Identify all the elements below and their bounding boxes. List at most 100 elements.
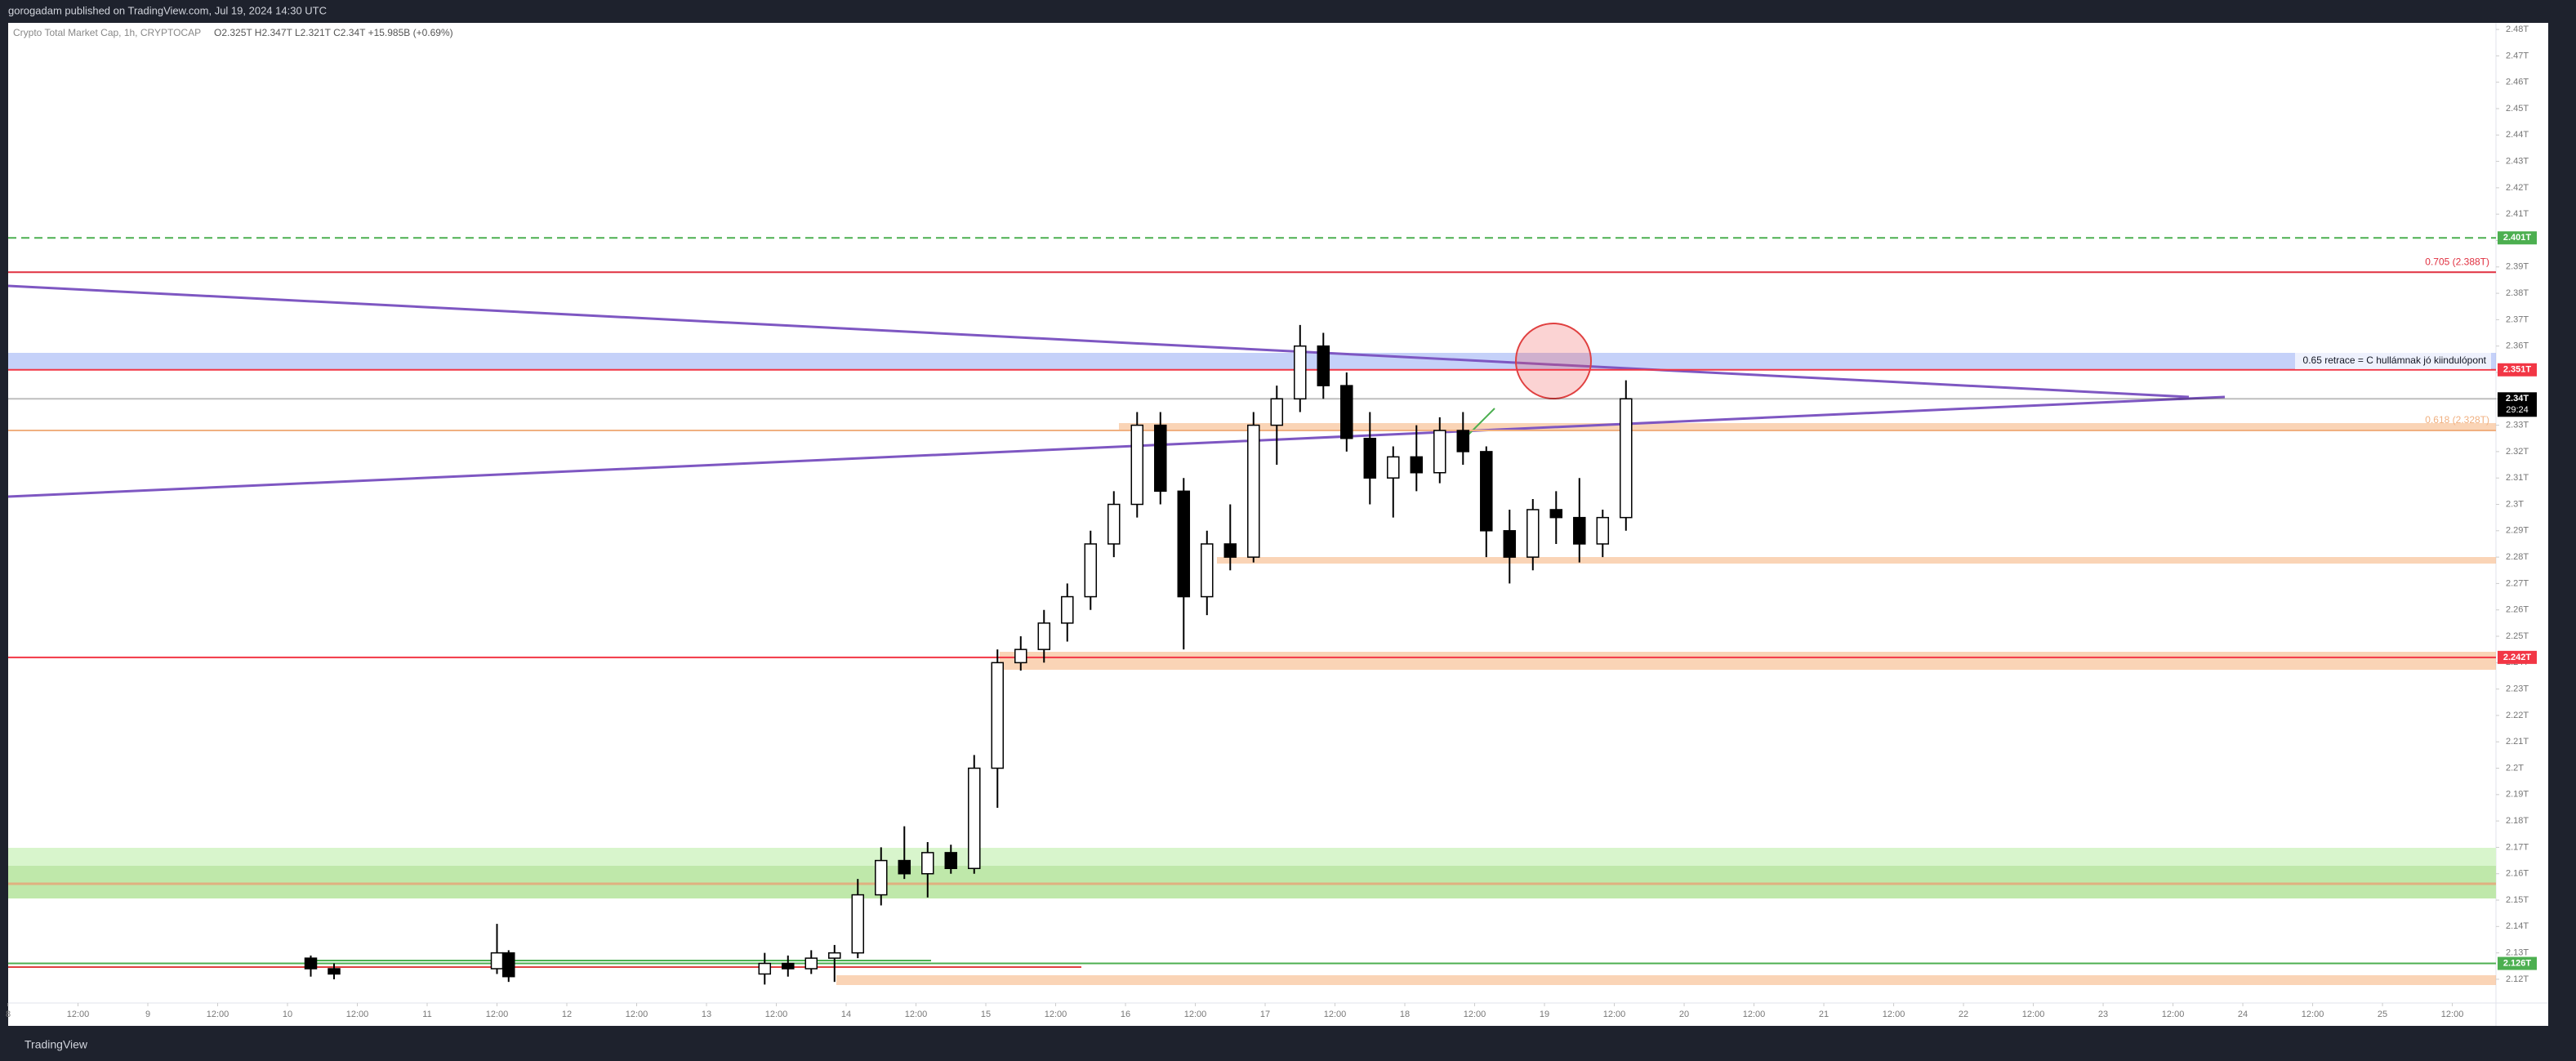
price-label-bg: [2498, 956, 2537, 970]
candle-body: [1317, 345, 1330, 386]
price-label-bg: [2498, 231, 2537, 245]
publisher: gorogadam published on TradingView.com, …: [8, 4, 327, 16]
y-tick-label: 2.18T: [2506, 816, 2529, 826]
y-tick-label: 2.26T: [2506, 605, 2529, 615]
x-tick-label: 16: [1121, 1010, 1130, 1019]
candle-body: [968, 767, 981, 870]
x-tick-label: 12:00: [626, 1010, 648, 1019]
y-tick-label: 2.23T: [2506, 684, 2529, 694]
candle-body: [782, 962, 795, 970]
candle-body: [1294, 345, 1307, 400]
y-tick-label: 2.22T: [2506, 711, 2529, 720]
y-tick-label: 2.46T: [2506, 78, 2529, 87]
x-tick-label: 9: [145, 1010, 150, 1019]
candle-body: [1037, 622, 1051, 650]
x-tick-label: 11: [422, 1010, 431, 1019]
y-tick-label: 2.31T: [2506, 473, 2529, 483]
footer-bar: [0, 1026, 2576, 1061]
y-tick-label: 2.33T: [2506, 421, 2529, 430]
candle-body: [1596, 516, 1610, 545]
zone: [8, 848, 2496, 866]
x-tick-label: 12:00: [2302, 1010, 2324, 1019]
zone: [8, 866, 2496, 898]
candle-body: [1014, 649, 1027, 664]
candle-body: [1247, 424, 1260, 558]
x-tick-label: 14: [841, 1010, 851, 1019]
x-tick-label: 23: [2098, 1010, 2108, 1019]
y-tick-label: 2.36T: [2506, 341, 2529, 351]
x-tick-label: 12:00: [1603, 1010, 1626, 1019]
price-label: 2.34T: [2506, 394, 2529, 403]
x-tick-label: 15: [981, 1010, 991, 1019]
price-label-bg: [2498, 392, 2537, 417]
y-tick-label: 2.42T: [2506, 183, 2529, 193]
x-tick-label: 12:00: [1464, 1010, 1486, 1019]
countdown: 29:24: [2506, 405, 2529, 415]
price-label: 2.351T: [2503, 365, 2532, 375]
y-tick-label: 2.28T: [2506, 552, 2529, 562]
candle-body: [1154, 424, 1167, 493]
x-tick-label: 12:00: [2441, 1010, 2464, 1019]
candle-body: [1130, 424, 1144, 506]
candle-body: [1480, 451, 1493, 532]
candle-body: [991, 662, 1005, 769]
candle-body: [304, 957, 318, 970]
y-tick-label: 2.37T: [2506, 314, 2529, 324]
y-tick-label: 2.41T: [2506, 209, 2529, 219]
candle-body: [1620, 398, 1633, 519]
price-label: 2.242T: [2503, 653, 2532, 662]
y-tick-label: 2.27T: [2506, 578, 2529, 588]
candle-body: [828, 952, 841, 959]
x-tick-label: 8: [6, 1010, 11, 1019]
candle-body: [1410, 456, 1424, 474]
x-tick-label: 19: [1540, 1010, 1549, 1019]
candle-body: [921, 852, 934, 875]
trendline: [7, 395, 2226, 498]
chart-title: Crypto Total Market Cap, 1h, CRYPTOCAP: [13, 27, 201, 38]
y-tick-label: 2.43T: [2506, 156, 2529, 166]
x-tick-label: 12:00: [2022, 1010, 2045, 1019]
y-tick-label: 2.14T: [2506, 921, 2529, 931]
candle-body: [1084, 543, 1098, 598]
price-label-bg: [2498, 650, 2537, 664]
x-tick-label: 22: [1959, 1010, 1968, 1019]
x-tick-label: 12:00: [1743, 1010, 1766, 1019]
x-tick-label: 12: [562, 1010, 572, 1019]
candle-body: [1433, 430, 1446, 474]
candle-body: [1387, 456, 1400, 479]
candle-body: [944, 852, 958, 870]
y-tick-label: 2.21T: [2506, 737, 2529, 747]
candle-body: [1061, 595, 1074, 624]
y-tick-label: 2.12T: [2506, 974, 2529, 984]
y-tick-label: 2.13T: [2506, 948, 2529, 958]
candle-body: [1223, 543, 1237, 558]
x-tick-label: 12:00: [1184, 1010, 1207, 1019]
zone: [1000, 652, 2496, 670]
candle-body: [328, 968, 341, 975]
x-tick-label: 12:00: [1324, 1010, 1347, 1019]
candle-body: [851, 894, 865, 954]
candle-body: [1340, 385, 1353, 439]
fib-label: 0.618 (2.328T): [2425, 414, 2489, 426]
y-tick-label: 2.48T: [2506, 25, 2529, 34]
candle-body: [804, 957, 818, 970]
x-tick-label: 12:00: [1045, 1010, 1067, 1019]
y-tick-label: 2.32T: [2506, 447, 2529, 457]
trendline: [7, 284, 2190, 399]
highlight-circle: [1515, 323, 1592, 399]
y-tick-label: 2.47T: [2506, 51, 2529, 60]
annotation-bg: [2295, 353, 2491, 369]
y-tick-label: 2.44T: [2506, 130, 2529, 140]
y-tick-label: 2.25T: [2506, 631, 2529, 641]
price-label: 2.126T: [2503, 958, 2532, 968]
y-tick-label: 2.19T: [2506, 790, 2529, 800]
candle-body: [875, 859, 888, 896]
price-label-bg: [2498, 363, 2537, 377]
x-tick-label: 12:00: [2162, 1010, 2185, 1019]
x-tick-label: 12:00: [1883, 1010, 1905, 1019]
x-tick-label: 24: [2238, 1010, 2248, 1019]
fib-label: 0.705 (2.388T): [2425, 256, 2489, 267]
candle-body: [758, 962, 772, 975]
x-tick-label: 10: [283, 1010, 292, 1019]
